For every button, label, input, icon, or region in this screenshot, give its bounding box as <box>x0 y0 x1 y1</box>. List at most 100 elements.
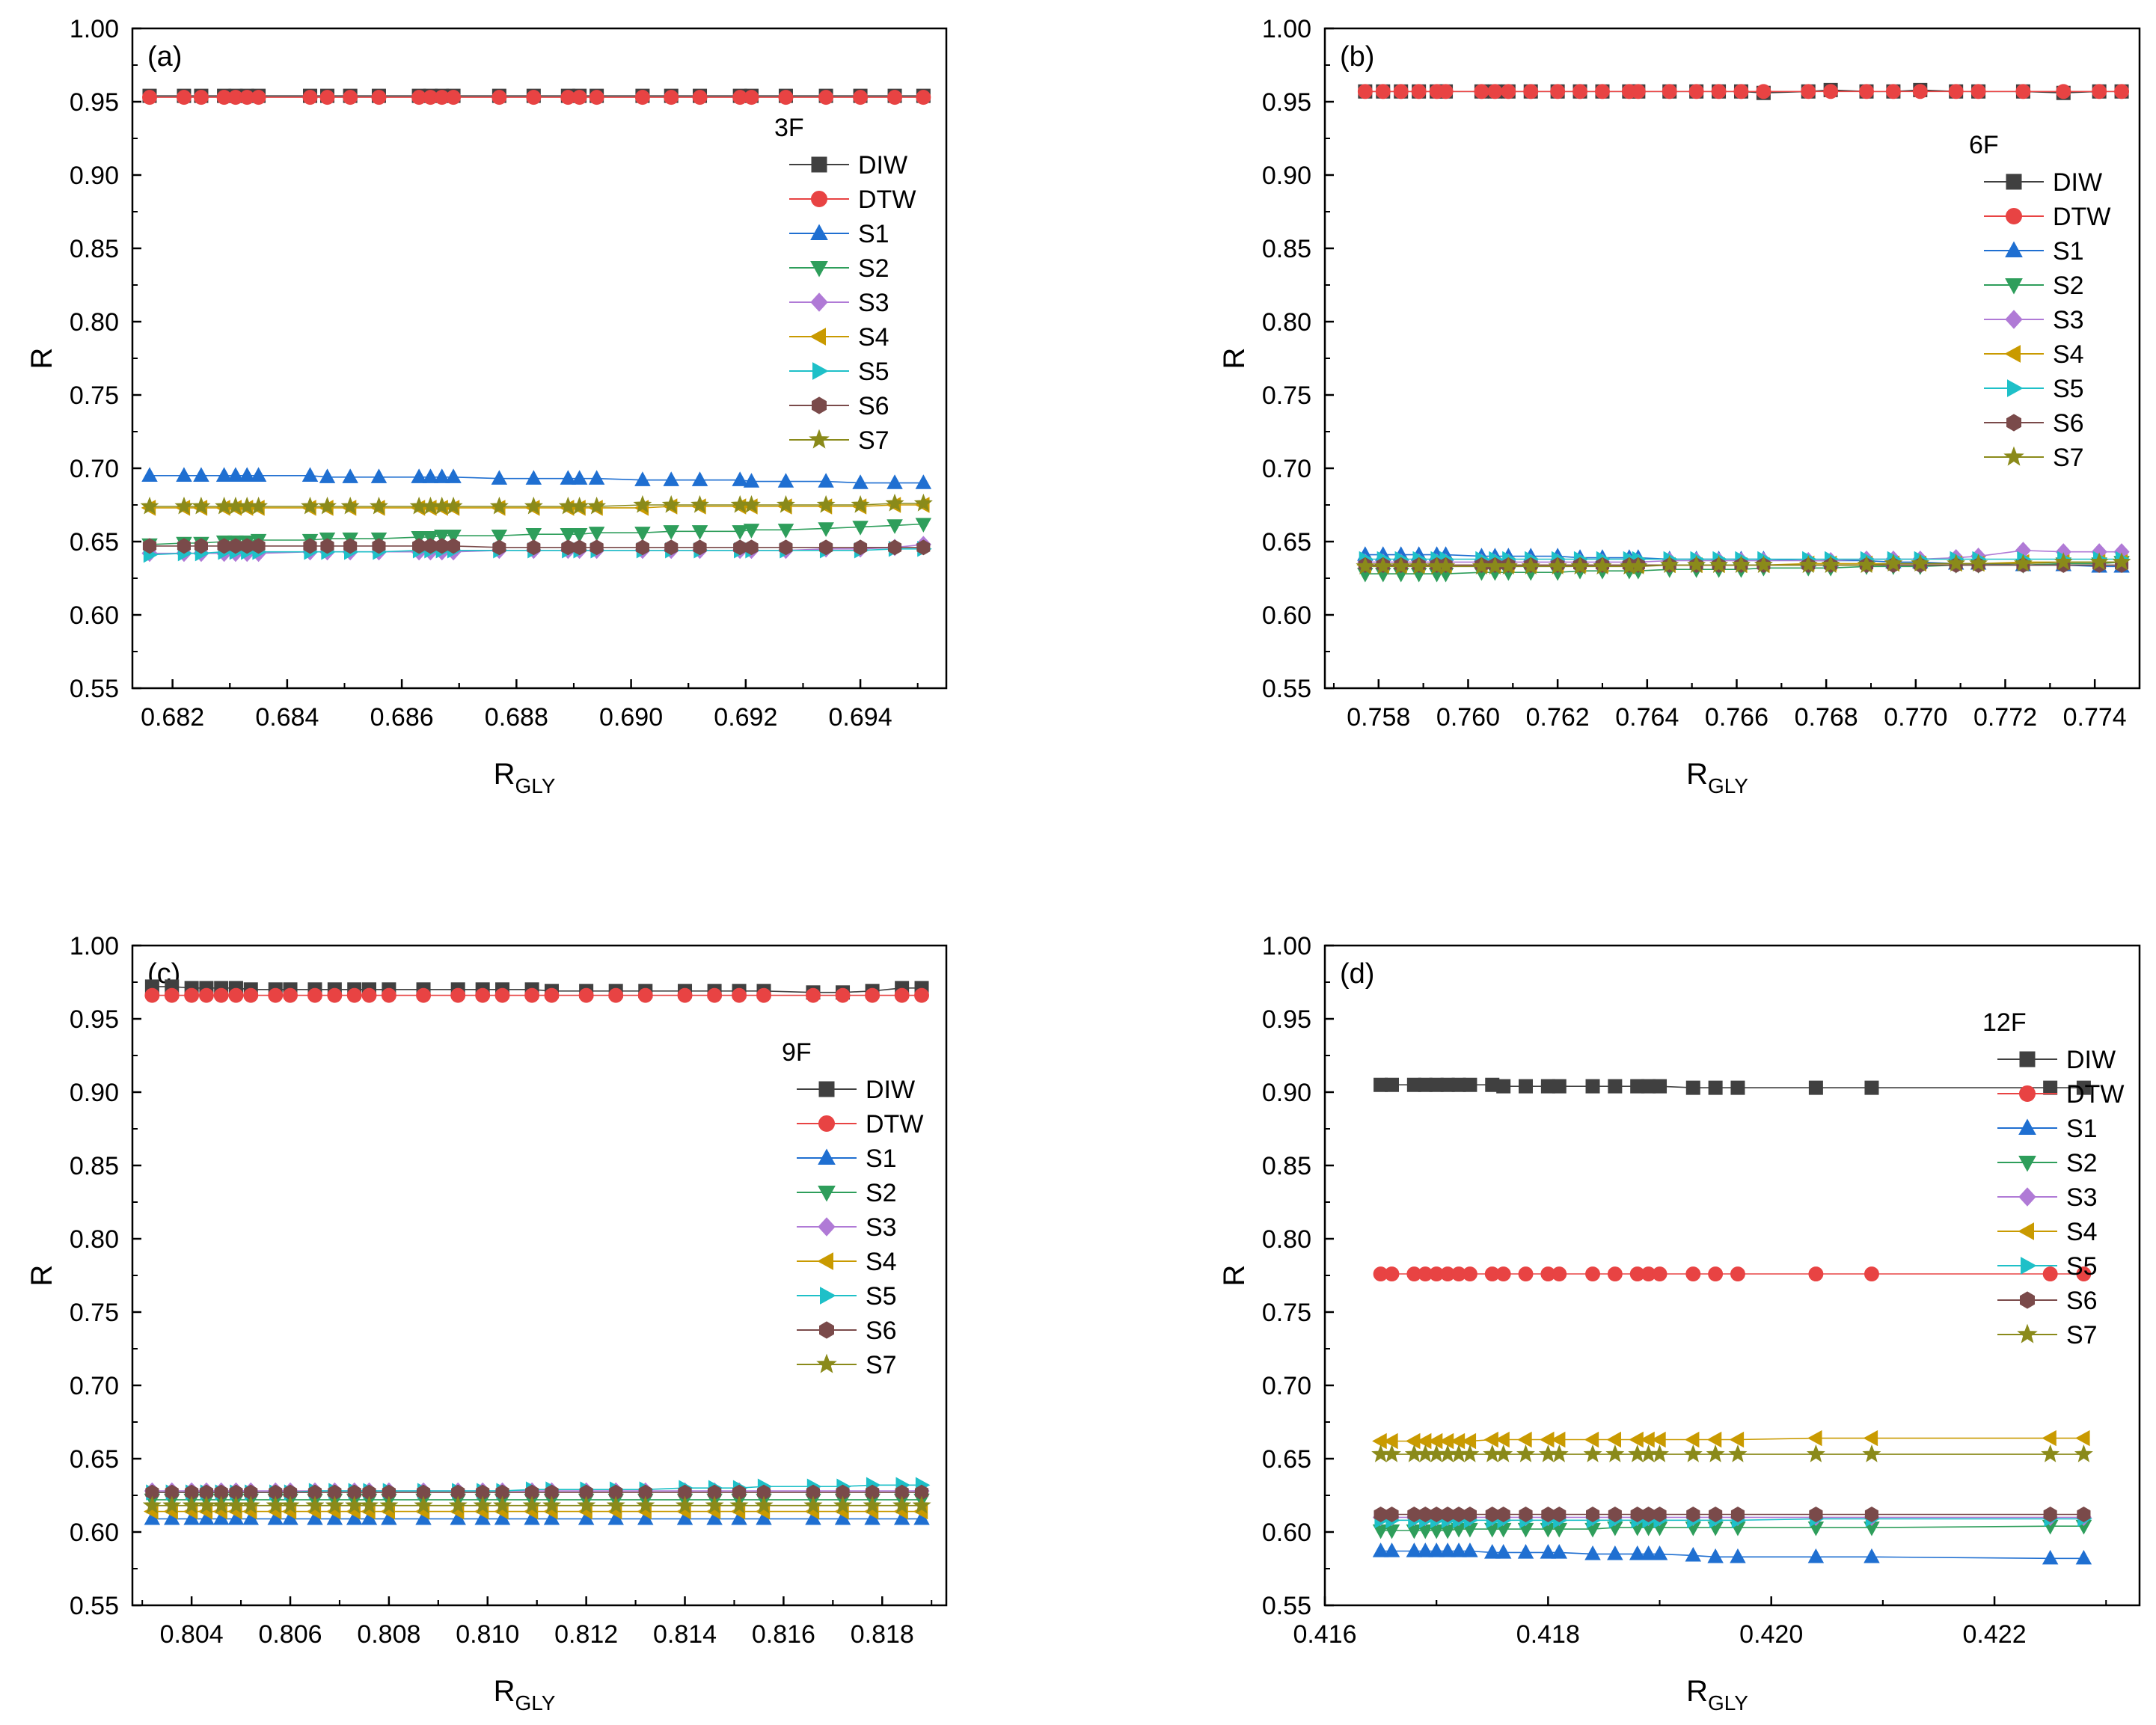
data-point <box>142 90 157 105</box>
legend-label: DIW <box>858 151 907 180</box>
y-tick-label: 0.60 <box>70 601 119 630</box>
data-point <box>2054 552 2073 571</box>
legend: 6F DIW DTW S1 S2 S3 S4 S5 S6 S7 <box>1969 131 2110 472</box>
data-point <box>589 539 604 556</box>
data-point <box>1550 84 1566 99</box>
legend-title: 6F <box>1969 131 1999 159</box>
legend-marker <box>809 328 826 346</box>
data-point <box>1859 84 1874 99</box>
data-point <box>894 987 910 1003</box>
legend: 9F DIW DTW S1 S2 S3 S4 S5 S6 S7 <box>782 1038 923 1379</box>
data-point <box>816 494 836 513</box>
data-point <box>524 496 543 515</box>
data-point <box>892 1495 912 1514</box>
y-tick-label: 0.65 <box>70 1445 119 1474</box>
data-point <box>608 987 624 1003</box>
legend-label: S4 <box>2066 1218 2098 1246</box>
data-point <box>2076 1266 2092 1281</box>
series-s7 <box>142 1495 931 1514</box>
y-tick-label: 0.95 <box>70 88 119 117</box>
data-point <box>473 1495 492 1514</box>
legend-label: S4 <box>2053 340 2084 369</box>
data-point <box>369 496 388 515</box>
data-point <box>1864 1080 1879 1095</box>
legend-marker <box>809 429 830 449</box>
legend-label: S4 <box>858 323 889 352</box>
data-point <box>1487 84 1503 99</box>
y-axis-label: R <box>1218 348 1251 370</box>
data-point <box>1730 1548 1746 1563</box>
data-point <box>434 530 450 545</box>
legend-label: S2 <box>858 254 889 283</box>
data-point <box>2077 1507 2091 1522</box>
legend-label: DTW <box>2053 203 2110 231</box>
data-point <box>577 1495 596 1514</box>
x-tick-label: 0.772 <box>1973 703 2037 732</box>
data-point <box>571 528 588 543</box>
data-point <box>450 987 466 1003</box>
data-point <box>1356 557 1375 575</box>
legend-marker <box>2003 446 2024 466</box>
data-point <box>1462 1266 1477 1281</box>
data-point <box>663 525 679 540</box>
data-point <box>915 518 932 533</box>
data-point <box>1373 557 1393 575</box>
data-point <box>320 538 334 554</box>
data-point <box>492 539 506 556</box>
data-point <box>913 493 933 512</box>
data-point <box>527 539 541 556</box>
y-tick-label: 0.80 <box>1262 308 1311 337</box>
legend-marker <box>2021 1257 2037 1275</box>
data-point <box>1660 555 1679 573</box>
data-point <box>729 1495 749 1514</box>
data-point <box>2043 1507 2057 1522</box>
legend-label: DTW <box>858 186 916 214</box>
data-point <box>177 90 192 105</box>
data-point <box>340 496 360 515</box>
data-point <box>542 1495 561 1514</box>
data-point <box>852 521 869 536</box>
legend-label: DIW <box>2053 168 2102 197</box>
data-point <box>318 496 337 515</box>
x-tick-label: 0.692 <box>714 703 777 732</box>
legend-label: DIW <box>2066 1046 2116 1074</box>
data-point <box>886 474 903 489</box>
legend-label: S7 <box>2053 444 2084 472</box>
data-point <box>1585 1266 1600 1281</box>
data-point <box>756 987 771 1003</box>
x-tick-label: 0.684 <box>255 703 319 732</box>
x-tick-label: 0.420 <box>1739 1620 1803 1649</box>
data-point <box>1970 84 1986 99</box>
data-point <box>1728 1444 1748 1462</box>
y-tick-label: 0.80 <box>70 308 119 337</box>
data-point <box>2056 84 2071 99</box>
data-point <box>1707 1548 1724 1563</box>
data-point <box>1864 1507 1878 1522</box>
legend-label: S2 <box>2066 1149 2098 1177</box>
legend-marker <box>2005 310 2023 329</box>
data-point <box>915 474 932 489</box>
data-point <box>1706 1444 1725 1462</box>
data-point <box>633 494 652 513</box>
data-point <box>1451 1542 1467 1557</box>
y-tick-label: 0.70 <box>70 1372 119 1400</box>
data-point <box>1709 555 1729 573</box>
data-point <box>2015 84 2031 99</box>
data-point <box>589 90 604 105</box>
data-point <box>447 538 461 554</box>
data-point <box>1436 557 1456 575</box>
data-point <box>1685 1266 1701 1281</box>
data-point <box>1801 84 1816 99</box>
data-point <box>692 90 708 105</box>
data-point <box>241 1495 260 1514</box>
y-tick-label: 0.80 <box>1262 1225 1311 1254</box>
data-point <box>1474 84 1489 99</box>
data-point <box>779 539 793 556</box>
data-point <box>1651 1431 1666 1448</box>
data-point <box>2092 84 2107 99</box>
data-point <box>1375 84 1391 99</box>
x-tick-label: 0.762 <box>1526 703 1590 732</box>
y-tick-label: 1.00 <box>70 932 119 960</box>
data-point <box>1495 1266 1511 1281</box>
